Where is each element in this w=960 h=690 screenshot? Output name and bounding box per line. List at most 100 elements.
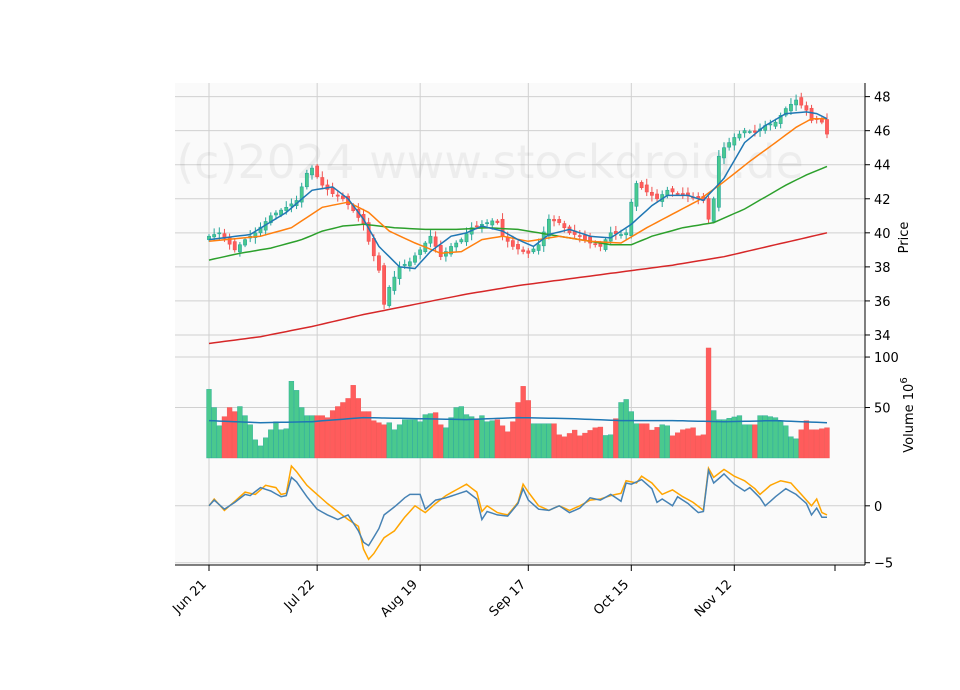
volume-bar — [705, 347, 712, 459]
volume-bar — [798, 429, 804, 459]
moving-average-200-line — [208, 232, 828, 345]
volume-bar — [283, 428, 289, 459]
volume-bar — [273, 421, 279, 459]
candle-body — [799, 97, 804, 106]
volume-bar — [427, 413, 434, 459]
volume-bar — [623, 399, 629, 459]
price-axis-label: Price — [897, 222, 912, 254]
candle-body — [624, 232, 629, 236]
candle-body — [289, 203, 294, 207]
y-tick-label: 0 — [874, 500, 882, 515]
volume-axis-label: Volume 106 — [899, 377, 917, 452]
y-tick-label: 46 — [874, 125, 891, 140]
volume-bar — [654, 427, 660, 459]
candle-body — [789, 103, 793, 112]
candle-body — [737, 133, 742, 139]
volume-bar — [515, 402, 521, 459]
y-tick-label: −5 — [874, 557, 893, 572]
candle-body — [397, 266, 402, 279]
oscillator-panel — [208, 464, 828, 561]
candle-body — [819, 118, 824, 123]
volume-bar — [577, 435, 583, 459]
volume-bar — [505, 431, 511, 459]
y-tick-label: 42 — [874, 193, 891, 208]
volume-bar — [288, 381, 295, 459]
volume-bar — [628, 411, 634, 459]
volume-bar — [741, 424, 748, 459]
volume-bar — [685, 428, 691, 459]
volume-bar — [690, 427, 696, 459]
volume-bar — [314, 415, 320, 459]
candle-body — [217, 232, 222, 235]
volume-bar — [386, 422, 392, 459]
candle-body — [222, 233, 227, 239]
volume-bar — [618, 402, 624, 459]
volume-bar — [582, 432, 588, 459]
candle-body — [552, 219, 556, 222]
volume-bar — [793, 438, 799, 459]
volume-bar — [438, 424, 444, 459]
candle-body — [619, 234, 623, 236]
y-tick-label: 34 — [874, 329, 891, 344]
volume-bar — [520, 386, 526, 459]
volume-bar — [602, 435, 609, 459]
volume-bar — [669, 435, 676, 459]
volume-bar — [561, 436, 567, 459]
candle-body — [516, 244, 520, 250]
volume-bar — [757, 415, 763, 459]
volume-bar — [221, 416, 228, 459]
volume-bar — [680, 429, 686, 459]
volume-bar — [633, 423, 640, 459]
volume-bar — [721, 419, 727, 459]
volume-bar — [469, 416, 475, 459]
volume-bar — [458, 406, 464, 459]
candle-body — [825, 119, 829, 135]
price-panel — [207, 92, 829, 345]
volume-bar — [819, 428, 825, 459]
candle-body — [577, 235, 582, 237]
candle-body — [629, 201, 634, 237]
volume-bar — [546, 423, 552, 459]
candle-body — [274, 212, 278, 216]
candle-body — [299, 186, 304, 203]
candle-body — [773, 121, 778, 127]
candle-body — [320, 177, 325, 186]
candle-body — [377, 255, 381, 271]
volume-bar — [443, 427, 449, 459]
volume-bar — [232, 411, 238, 459]
candle-body — [212, 234, 217, 238]
volume-bar — [664, 425, 670, 459]
candle-body — [459, 239, 464, 243]
volume-bar — [767, 416, 773, 459]
volume-bar — [402, 419, 408, 459]
candle-body — [722, 147, 726, 159]
volume-bar — [474, 418, 480, 459]
volume-bar — [824, 427, 830, 459]
candle-body — [310, 167, 314, 176]
candle-body — [547, 218, 551, 237]
volume-bar — [700, 434, 707, 459]
volume-bar — [530, 423, 537, 459]
candle-body — [449, 246, 453, 255]
volume-bar — [432, 412, 439, 459]
y-tick-label: 50 — [874, 402, 891, 417]
volume-bar — [778, 421, 784, 459]
watermark: (c)2024 www.stockdroid.de — [176, 135, 804, 189]
x-tick-label: Sep 17 — [487, 577, 530, 620]
candle-body — [588, 236, 592, 244]
candle-body — [644, 184, 649, 193]
candle-body — [639, 182, 644, 189]
volume-bar — [278, 429, 284, 459]
volume-bar — [762, 415, 768, 459]
volume-panel — [206, 347, 830, 459]
volume-bar — [422, 414, 428, 459]
candle-body — [341, 195, 345, 200]
volume-bar — [366, 411, 372, 459]
volume-bar — [494, 419, 501, 459]
oscillator-main-line — [208, 467, 827, 547]
volume-bar — [396, 424, 403, 459]
volume-bar — [803, 420, 810, 459]
volume-bar — [417, 421, 423, 459]
candle-body — [454, 242, 459, 248]
volume-bar — [572, 429, 578, 459]
